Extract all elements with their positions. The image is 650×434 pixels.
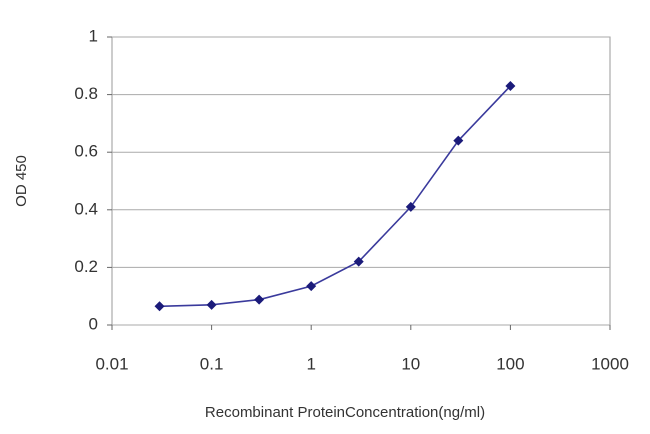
x-axis-title: Recombinant ProteinConcentration(ng/ml): [205, 404, 485, 421]
data-point: [254, 294, 265, 305]
y-tick-label: 0.4: [74, 199, 98, 218]
y-axis-title: OD 450: [13, 155, 30, 207]
data-point: [505, 80, 516, 91]
x-tick-label: 0.1: [200, 354, 224, 373]
data-line: [159, 85, 511, 308]
y-tick-label: 1: [89, 26, 98, 45]
x-tick-label: 100: [496, 354, 524, 373]
x-tick-label: 1: [306, 354, 315, 373]
x-tick-label: 0.01: [95, 354, 128, 373]
data-point: [306, 281, 317, 292]
y-tick-label: 0.6: [74, 142, 98, 161]
y-tick-label: 0.8: [74, 84, 98, 103]
data-point: [353, 256, 364, 267]
data-point: [453, 135, 464, 146]
y-tick-label: 0.2: [74, 257, 98, 276]
x-tick-label: 10: [401, 354, 420, 373]
data-point: [206, 299, 217, 310]
data-point: [154, 301, 165, 312]
x-tick-label: 1000: [591, 354, 629, 373]
data-point: [405, 201, 416, 212]
y-tick-label: 0: [89, 314, 98, 333]
plot-frame: [111, 36, 611, 326]
